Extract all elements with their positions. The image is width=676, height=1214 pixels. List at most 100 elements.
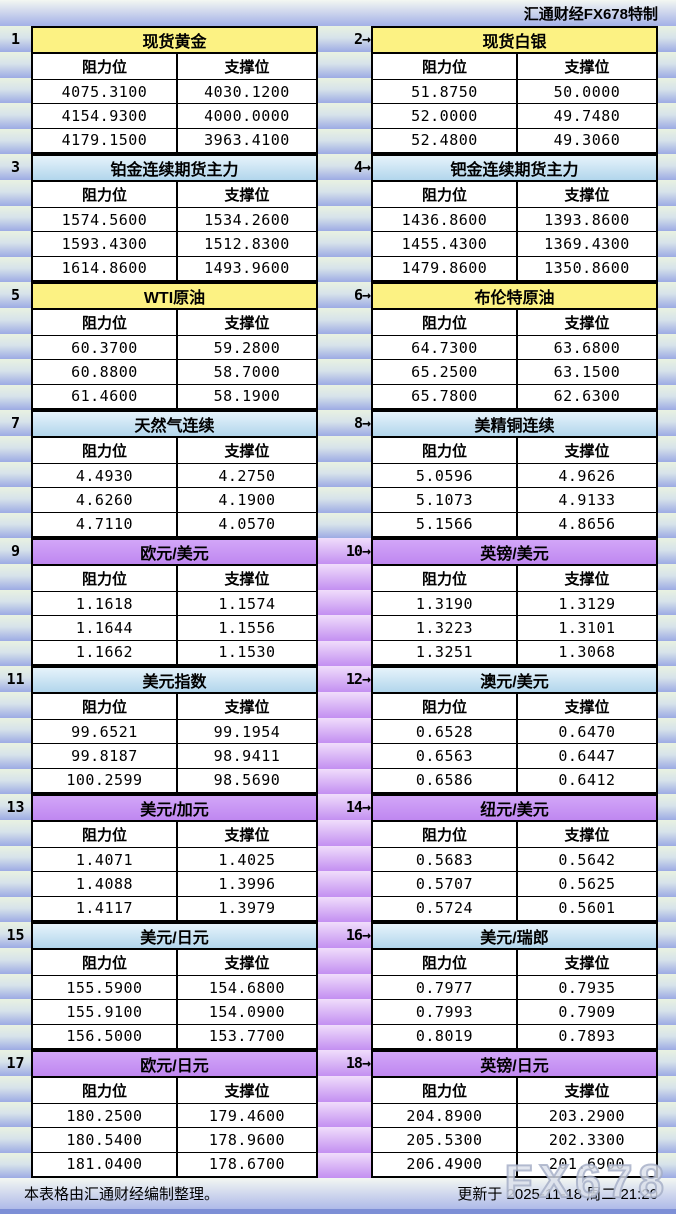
column-header-row: 阻力位 支撑位 bbox=[33, 694, 316, 719]
margin-cell bbox=[658, 282, 676, 308]
block: 美精铜连续 阻力位 支撑位 5.0596 4.9626 5.1073 4.9133 5.156… bbox=[371, 410, 658, 538]
margin-cell bbox=[658, 948, 676, 974]
resistance-value: 0.7993 bbox=[373, 1000, 516, 1024]
resistance-value: 156.5000 bbox=[33, 1024, 176, 1048]
gutter-cell bbox=[318, 308, 371, 334]
gutter-cell bbox=[318, 334, 371, 360]
margin-cell bbox=[0, 1076, 31, 1102]
data-row: 65.2500 63.1500 bbox=[373, 359, 656, 384]
support-header: 支撑位 bbox=[515, 54, 656, 79]
gutter-column: 14→ bbox=[318, 794, 371, 922]
support-header: 支撑位 bbox=[175, 54, 316, 79]
margin-cell bbox=[658, 128, 676, 154]
margin-cell bbox=[658, 999, 676, 1025]
data-row: 1.1662 1.1530 bbox=[33, 639, 316, 664]
support-header: 支撑位 bbox=[515, 950, 656, 975]
resistance-header: 阻力位 bbox=[373, 310, 516, 335]
margin-cell bbox=[658, 256, 676, 282]
column-header-row: 阻力位 支撑位 bbox=[33, 566, 316, 591]
block: 英镑/美元 阻力位 支撑位 1.3190 1.3129 1.3223 1.3101 1.325… bbox=[371, 538, 658, 666]
block-row: 11 美元指数 阻力位 支撑位 99.6521 99.1954 99.8187 98.9411… bbox=[0, 666, 676, 794]
data-row: 1436.8600 1393.8600 bbox=[373, 207, 656, 232]
block-title: 天然气连续 bbox=[33, 412, 316, 438]
gutter-cell bbox=[318, 1076, 371, 1102]
top-credit-bar: 汇通财经FX678特制 bbox=[0, 0, 676, 26]
gutter-cell bbox=[318, 436, 371, 462]
margin-cell bbox=[658, 1127, 676, 1153]
row-number: 3 bbox=[10, 158, 21, 176]
gutter-cell: 6→ bbox=[318, 282, 371, 308]
column-header-row: 阻力位 支撑位 bbox=[373, 438, 656, 463]
gutter-cell bbox=[318, 871, 371, 897]
gutter-cell: 4→ bbox=[318, 154, 371, 180]
block-title: 钯金连续期货主力 bbox=[373, 156, 656, 182]
data-row: 1.4071 1.4025 bbox=[33, 847, 316, 872]
data-row: 100.2599 98.5690 bbox=[33, 767, 316, 792]
gutter-cell bbox=[318, 718, 371, 744]
margin-cell bbox=[0, 512, 31, 538]
data-row: 4179.1500 3963.4100 bbox=[33, 127, 316, 152]
margin-cell bbox=[658, 640, 676, 666]
block: WTI原油 阻力位 支撑位 60.3700 59.2800 60.8800 58.7000 6… bbox=[31, 282, 318, 410]
data-row: 1.3251 1.3068 bbox=[373, 639, 656, 664]
support-value: 178.6700 bbox=[175, 1152, 316, 1176]
data-row: 4075.3100 4030.1200 bbox=[33, 79, 316, 104]
margin-cell bbox=[0, 846, 31, 872]
resistance-value: 181.0400 bbox=[33, 1152, 176, 1176]
resistance-value: 1614.8600 bbox=[33, 256, 176, 280]
margin-cell bbox=[658, 896, 676, 922]
margin-column bbox=[658, 794, 676, 922]
row-number: 13 bbox=[6, 798, 25, 816]
margin-column: 7 bbox=[0, 410, 31, 538]
gutter-column: 16→ bbox=[318, 922, 371, 1050]
margin-cell bbox=[658, 871, 676, 897]
data-row: 1593.4300 1512.8300 bbox=[33, 231, 316, 256]
resistance-value: 0.6528 bbox=[373, 720, 516, 744]
support-value: 1.3979 bbox=[175, 896, 316, 920]
data-row: 61.4600 58.1900 bbox=[33, 383, 316, 408]
margin-cell bbox=[658, 590, 676, 616]
support-value: 1393.8600 bbox=[515, 208, 656, 232]
gutter-cell bbox=[318, 512, 371, 538]
row-number: 16→ bbox=[345, 926, 371, 944]
margin-column bbox=[658, 410, 676, 538]
block-row: 7 天然气连续 阻力位 支撑位 4.4930 4.2750 4.6260 4.1900 4.71… bbox=[0, 410, 676, 538]
margin-cell bbox=[658, 206, 676, 232]
margin-column bbox=[658, 922, 676, 1050]
margin-cell bbox=[658, 820, 676, 846]
resistance-value: 155.9100 bbox=[33, 1000, 176, 1024]
block-row: 3 铂金连续期货主力 阻力位 支撑位 1574.5600 1534.2600 1593.43… bbox=[0, 154, 676, 282]
support-value: 202.3300 bbox=[515, 1128, 656, 1152]
support-header: 支撑位 bbox=[515, 438, 656, 463]
margin-cell bbox=[658, 718, 676, 744]
support-value: 0.7893 bbox=[515, 1024, 656, 1048]
margin-cell: 7 bbox=[0, 410, 31, 436]
resistance-header: 阻力位 bbox=[33, 950, 176, 975]
margin-cell bbox=[658, 154, 676, 180]
support-value: 153.7700 bbox=[175, 1024, 316, 1048]
resistance-value: 0.5724 bbox=[373, 896, 516, 920]
row-number: 6→ bbox=[353, 286, 371, 304]
margin-cell bbox=[658, 231, 676, 257]
resistance-value: 1.4071 bbox=[33, 848, 176, 872]
data-row: 4.7110 4.0570 bbox=[33, 511, 316, 536]
support-value: 4.9626 bbox=[515, 464, 656, 488]
margin-cell bbox=[658, 334, 676, 360]
support-header: 支撑位 bbox=[175, 310, 316, 335]
resistance-value: 1.3251 bbox=[373, 640, 516, 664]
block: 美元指数 阻力位 支撑位 99.6521 99.1954 99.8187 98.9411 10… bbox=[31, 666, 318, 794]
margin-cell bbox=[658, 846, 676, 872]
margin-cell bbox=[0, 462, 31, 488]
data-row: 5.0596 4.9626 bbox=[373, 463, 656, 488]
support-value: 59.2800 bbox=[175, 336, 316, 360]
gutter-cell bbox=[318, 180, 371, 206]
resistance-value: 65.2500 bbox=[373, 360, 516, 384]
resistance-value: 155.5900 bbox=[33, 976, 176, 1000]
resistance-value: 1.1662 bbox=[33, 640, 176, 664]
support-value: 99.1954 bbox=[175, 720, 316, 744]
resistance-header: 阻力位 bbox=[373, 694, 516, 719]
margin-cell: 13 bbox=[0, 794, 31, 820]
column-header-row: 阻力位 支撑位 bbox=[373, 1078, 656, 1103]
block-title: 澳元/美元 bbox=[373, 668, 656, 694]
column-header-row: 阻力位 支撑位 bbox=[373, 54, 656, 79]
